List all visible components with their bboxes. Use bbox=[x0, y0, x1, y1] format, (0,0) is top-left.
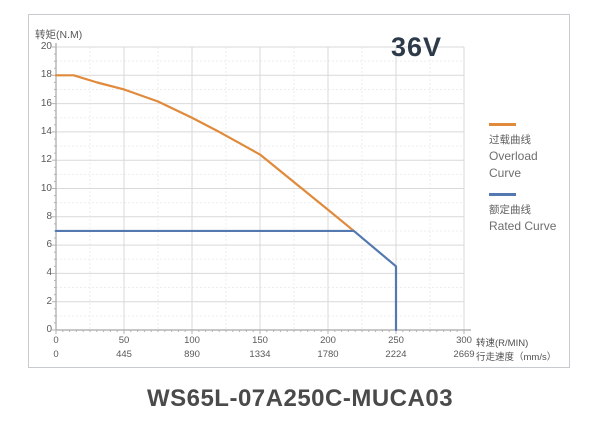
y-tick-label: 6 bbox=[46, 239, 52, 251]
legend-label-rated-zh: 额定曲线 bbox=[489, 204, 531, 216]
major-grid bbox=[56, 46, 465, 330]
x-tick-label-rpm: 300 bbox=[456, 335, 472, 346]
model-title: WS65L-07A250C-MUCA03 bbox=[146, 385, 454, 412]
y-tick-label: 14 bbox=[40, 125, 52, 137]
rated-curve bbox=[54, 229, 398, 332]
legend-label-overload-en: Overload Curve bbox=[489, 149, 538, 180]
chart-svg bbox=[52, 43, 471, 334]
x-axis-primary-unit: 转速(R/MIN) bbox=[476, 338, 529, 349]
x-tick-label-rpm: 0 bbox=[53, 335, 59, 346]
y-tick-label: 0 bbox=[46, 324, 52, 335]
y-tick-label: 16 bbox=[40, 97, 52, 109]
voltage-label: 36V bbox=[390, 32, 443, 62]
y-tick-label: 20 bbox=[40, 41, 52, 52]
x-tick-label-speed: 445 bbox=[116, 349, 132, 360]
x-tick-label-speed: 2224 bbox=[385, 349, 407, 360]
y-axis-title: 转矩(N.M) bbox=[35, 29, 83, 41]
legend-dash-rated-icon bbox=[489, 193, 516, 196]
overload-curve bbox=[54, 74, 398, 332]
x-tick-label-rpm: 50 bbox=[118, 335, 130, 346]
y-tick-label: 10 bbox=[40, 182, 52, 194]
x-tick-label-rpm: 100 bbox=[184, 335, 200, 346]
axis-lines bbox=[55, 43, 471, 331]
x-tick-label-rpm: 200 bbox=[320, 335, 336, 346]
legend-item-overload: 过载曲线 Overload Curve bbox=[489, 123, 569, 182]
axis-ticks bbox=[52, 46, 465, 334]
legend-label-rated-en: Rated Curve bbox=[489, 219, 557, 233]
legend-dash-overload-icon bbox=[489, 123, 516, 126]
y-tick-label: 2 bbox=[46, 295, 52, 307]
y-tick-label: 4 bbox=[46, 267, 52, 279]
chart-frame: 转矩(N.M) 36V 0 2 4 6 8 10 12 14 16 18 20 0 50 100 150 2… bbox=[28, 14, 570, 368]
x-tick-label-rpm: 150 bbox=[252, 335, 268, 346]
legend-item-rated: 额定曲线 Rated Curve bbox=[489, 193, 556, 235]
x-tick-label-speed: 0 bbox=[53, 349, 59, 360]
y-tick-label: 12 bbox=[40, 154, 52, 166]
x-axis-secondary-unit: 行走速度（mm/s） bbox=[476, 352, 557, 363]
y-tick-label: 18 bbox=[40, 69, 52, 81]
x-tick-label-speed: 2669 bbox=[453, 349, 475, 360]
overload-curve bbox=[54, 74, 355, 233]
y-tick-label: 8 bbox=[46, 210, 52, 222]
x-tick-label-rpm: 250 bbox=[388, 335, 404, 346]
legend-label-overload-zh: 过载曲线 bbox=[489, 134, 531, 146]
x-tick-label-speed: 1780 bbox=[317, 349, 339, 360]
x-tick-label-speed: 1334 bbox=[249, 349, 271, 360]
x-tick-label-speed: 890 bbox=[184, 349, 200, 360]
